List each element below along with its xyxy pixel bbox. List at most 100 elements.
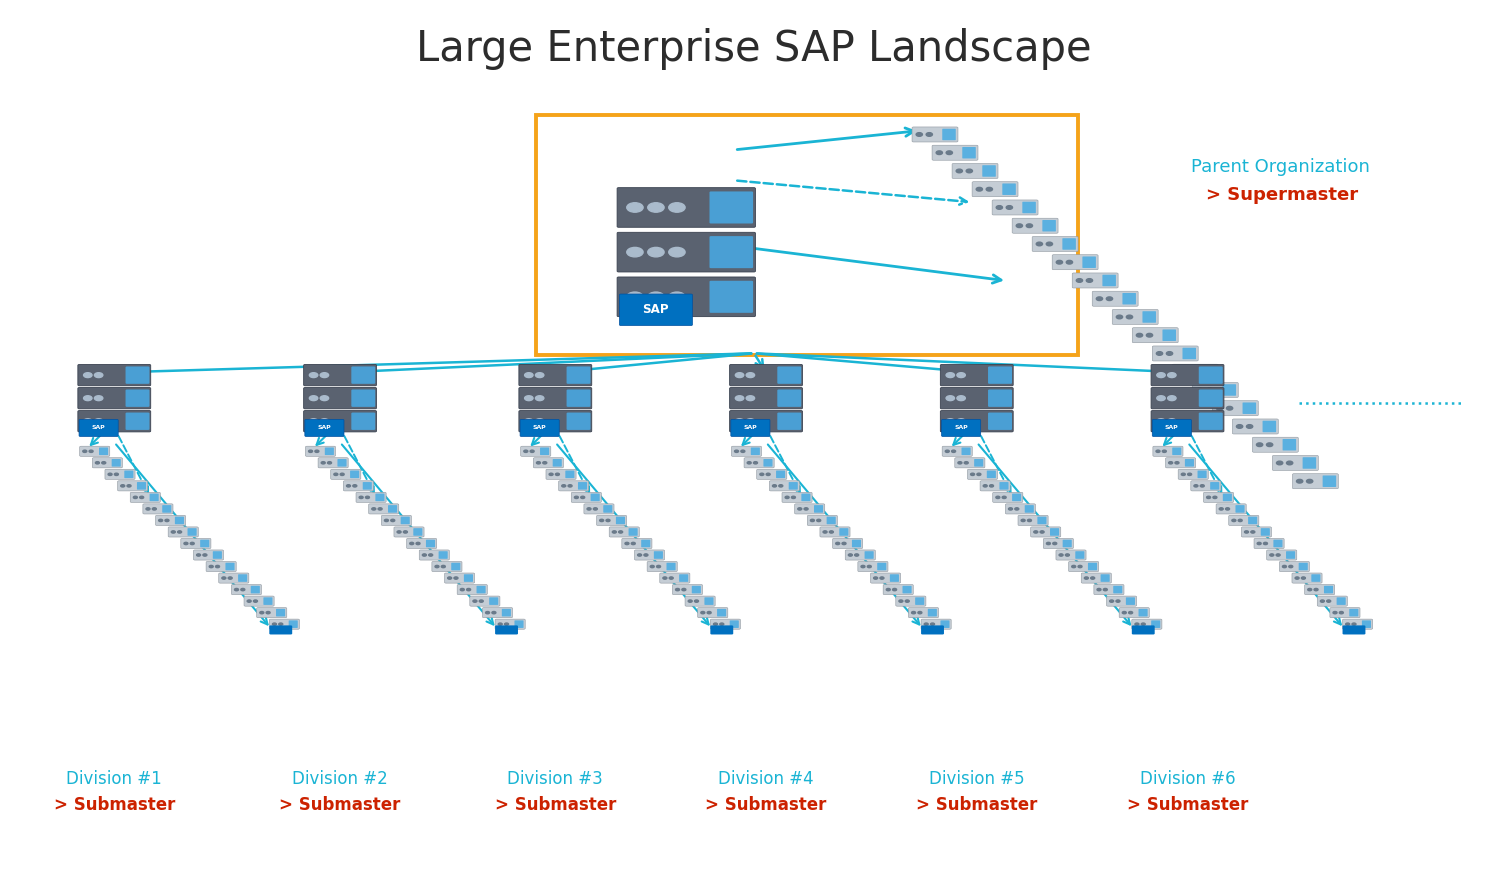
FancyBboxPatch shape bbox=[1093, 584, 1123, 595]
FancyBboxPatch shape bbox=[1025, 505, 1034, 512]
Circle shape bbox=[736, 396, 743, 400]
Circle shape bbox=[656, 565, 661, 568]
FancyBboxPatch shape bbox=[902, 586, 912, 593]
FancyBboxPatch shape bbox=[256, 608, 287, 618]
FancyBboxPatch shape bbox=[941, 387, 1013, 409]
FancyBboxPatch shape bbox=[679, 575, 688, 582]
FancyBboxPatch shape bbox=[1062, 238, 1075, 250]
Circle shape bbox=[1321, 600, 1324, 603]
FancyBboxPatch shape bbox=[324, 448, 333, 455]
Circle shape bbox=[746, 462, 751, 464]
FancyBboxPatch shape bbox=[567, 413, 591, 430]
FancyBboxPatch shape bbox=[193, 550, 223, 560]
FancyBboxPatch shape bbox=[401, 517, 410, 524]
Circle shape bbox=[734, 450, 739, 452]
Circle shape bbox=[1167, 396, 1176, 400]
Circle shape bbox=[1247, 425, 1253, 428]
FancyBboxPatch shape bbox=[78, 387, 151, 409]
FancyBboxPatch shape bbox=[238, 575, 247, 582]
FancyBboxPatch shape bbox=[617, 187, 756, 227]
Circle shape bbox=[976, 187, 983, 191]
Circle shape bbox=[1078, 565, 1083, 568]
FancyBboxPatch shape bbox=[388, 505, 397, 512]
FancyBboxPatch shape bbox=[125, 390, 149, 406]
Circle shape bbox=[1090, 577, 1095, 579]
FancyBboxPatch shape bbox=[264, 597, 273, 605]
Circle shape bbox=[1220, 508, 1223, 510]
Circle shape bbox=[971, 473, 974, 476]
Circle shape bbox=[309, 419, 318, 424]
Circle shape bbox=[1107, 297, 1113, 300]
Circle shape bbox=[1027, 224, 1033, 228]
Circle shape bbox=[531, 450, 534, 452]
FancyBboxPatch shape bbox=[1081, 573, 1111, 583]
FancyBboxPatch shape bbox=[709, 237, 752, 268]
FancyBboxPatch shape bbox=[519, 411, 591, 432]
Circle shape bbox=[442, 565, 445, 568]
Circle shape bbox=[1053, 542, 1057, 545]
FancyBboxPatch shape bbox=[1018, 515, 1048, 526]
Circle shape bbox=[792, 496, 795, 498]
FancyBboxPatch shape bbox=[820, 526, 851, 537]
FancyBboxPatch shape bbox=[445, 573, 475, 583]
Circle shape bbox=[1116, 600, 1120, 603]
Circle shape bbox=[204, 554, 207, 556]
Circle shape bbox=[486, 611, 490, 614]
FancyBboxPatch shape bbox=[1053, 255, 1098, 270]
FancyBboxPatch shape bbox=[303, 387, 377, 409]
FancyBboxPatch shape bbox=[621, 539, 651, 548]
Circle shape bbox=[754, 462, 757, 464]
Circle shape bbox=[1059, 554, 1063, 556]
Text: SAP: SAP bbox=[743, 426, 757, 430]
FancyBboxPatch shape bbox=[1312, 575, 1321, 582]
Circle shape bbox=[627, 292, 642, 301]
FancyBboxPatch shape bbox=[1139, 609, 1148, 617]
FancyBboxPatch shape bbox=[1241, 526, 1271, 537]
FancyBboxPatch shape bbox=[591, 493, 600, 501]
Circle shape bbox=[372, 508, 375, 510]
FancyBboxPatch shape bbox=[731, 446, 762, 456]
FancyBboxPatch shape bbox=[615, 517, 624, 524]
Circle shape bbox=[222, 577, 226, 579]
Circle shape bbox=[1250, 531, 1255, 533]
FancyBboxPatch shape bbox=[419, 550, 449, 560]
Circle shape bbox=[958, 396, 965, 400]
FancyBboxPatch shape bbox=[1178, 470, 1208, 479]
Circle shape bbox=[606, 519, 609, 521]
Circle shape bbox=[1072, 565, 1075, 568]
Circle shape bbox=[648, 292, 664, 301]
FancyBboxPatch shape bbox=[968, 470, 998, 479]
Circle shape bbox=[422, 554, 427, 556]
Circle shape bbox=[1157, 396, 1166, 400]
Text: > Submaster: > Submaster bbox=[495, 795, 615, 814]
Circle shape bbox=[638, 554, 641, 556]
FancyBboxPatch shape bbox=[382, 515, 412, 526]
Circle shape bbox=[1307, 589, 1312, 590]
Text: Division #6: Division #6 bbox=[1140, 769, 1235, 788]
Circle shape bbox=[600, 519, 603, 521]
FancyBboxPatch shape bbox=[1172, 448, 1181, 455]
Circle shape bbox=[1175, 462, 1179, 464]
FancyBboxPatch shape bbox=[112, 459, 121, 467]
FancyBboxPatch shape bbox=[1072, 273, 1117, 288]
Circle shape bbox=[958, 462, 962, 464]
Circle shape bbox=[309, 450, 312, 452]
Circle shape bbox=[535, 372, 544, 378]
FancyBboxPatch shape bbox=[1273, 456, 1318, 470]
FancyBboxPatch shape bbox=[783, 492, 813, 503]
Circle shape bbox=[612, 531, 617, 533]
Circle shape bbox=[1286, 461, 1292, 465]
Circle shape bbox=[946, 396, 955, 400]
Circle shape bbox=[1244, 531, 1249, 533]
Circle shape bbox=[253, 600, 258, 603]
Circle shape bbox=[899, 600, 903, 603]
FancyBboxPatch shape bbox=[942, 446, 973, 456]
Circle shape bbox=[1136, 623, 1139, 625]
Circle shape bbox=[804, 508, 808, 510]
FancyBboxPatch shape bbox=[502, 609, 511, 617]
FancyBboxPatch shape bbox=[988, 366, 1012, 384]
Circle shape bbox=[1167, 372, 1176, 378]
FancyBboxPatch shape bbox=[350, 470, 359, 478]
Circle shape bbox=[216, 565, 220, 568]
Circle shape bbox=[997, 206, 1003, 209]
